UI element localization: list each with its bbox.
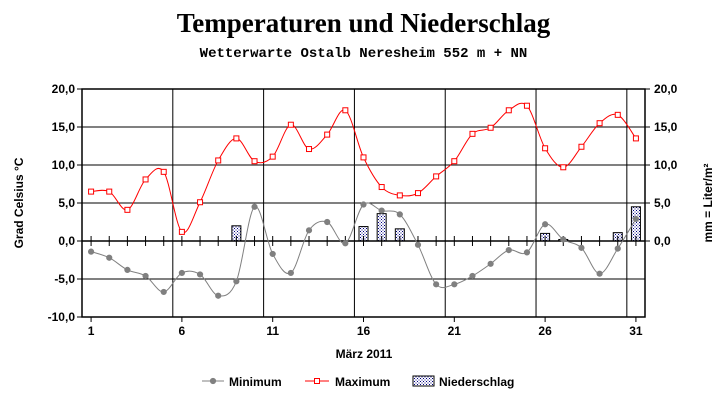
minimum-point (324, 218, 331, 226)
minimum-point (396, 211, 403, 218)
minimum-point (614, 245, 621, 252)
minimum-point (178, 269, 185, 277)
minimum-point (142, 272, 149, 280)
minimum-point (160, 288, 167, 296)
maximum-point (88, 188, 95, 195)
maximum-point (414, 190, 421, 197)
x-tick-label: 26 (538, 324, 552, 338)
y-tick-label: 15,0 (52, 120, 76, 134)
maximum-point (342, 107, 349, 114)
minimum-point (542, 221, 549, 228)
y-tick-label: 20,0 (52, 82, 76, 96)
maximum-point (124, 206, 131, 213)
minimum-point (469, 272, 476, 280)
x-tick-label: 21 (448, 324, 462, 338)
y2-tick-label: 10,0 (654, 158, 678, 172)
minimum-point (305, 227, 313, 234)
maximum-point (596, 120, 603, 127)
maximum-point (614, 111, 621, 118)
maximum-point (142, 176, 149, 183)
y2-tick-label: 0,0 (654, 234, 671, 248)
x-tick-label: 1 (88, 324, 95, 338)
y2-axis-label: mm = Liter/m² (701, 163, 715, 242)
maximum-point (178, 228, 185, 235)
minimum-point (632, 215, 640, 223)
y-tick-label: 0,0 (58, 234, 75, 248)
minimum-point (124, 266, 131, 273)
minimum-point (287, 269, 294, 277)
y2-tick-label: 5,0 (654, 196, 671, 210)
legend-minimum-marker (209, 377, 217, 385)
x-tick-label: 31 (629, 324, 643, 338)
minimum-point (451, 281, 458, 288)
y-axis-label: Grad Celsius °C (12, 157, 26, 248)
x-tick-label: 16 (357, 324, 371, 338)
minimum-point (342, 240, 349, 247)
maximum-point (360, 154, 367, 161)
maximum-point (233, 135, 240, 142)
maximum-point (378, 184, 385, 191)
minimum-point (251, 203, 258, 210)
maximum-point (451, 158, 458, 165)
x-tick-label: 11 (266, 324, 279, 338)
minimum-point (523, 249, 531, 256)
maximum-point (287, 121, 294, 128)
maximum-point (160, 168, 167, 175)
maximum-point (632, 135, 639, 142)
minimum-point (433, 281, 440, 288)
y2-tick-label: 20,0 (654, 82, 678, 96)
legend-maximum-label: Maximum (335, 375, 390, 389)
chart-title: Temperaturen und Niederschlag (176, 8, 551, 38)
minimum-point (215, 292, 222, 299)
maximum-point (542, 145, 549, 152)
minimum-point (560, 236, 567, 243)
minimum-point (596, 270, 603, 277)
minimum-point (378, 207, 385, 214)
maximum-point (324, 131, 331, 138)
legend-niederschlag-swatch (412, 375, 435, 387)
plot-frame (81, 88, 646, 318)
y2-tick-label: 15,0 (654, 120, 678, 134)
maximum-point (215, 157, 222, 164)
x-tick-label: 6 (179, 324, 186, 338)
maximum-point (306, 146, 313, 153)
legend-maximum-marker (314, 378, 320, 384)
minimum-point (360, 201, 367, 208)
maximum-point (578, 143, 585, 150)
maximum-point (505, 107, 512, 114)
minimum-point (87, 248, 95, 255)
maximum-point (251, 158, 258, 165)
minimum-point (578, 244, 585, 251)
minimum-point (106, 254, 113, 261)
maximum-point (433, 173, 440, 180)
y-tick-label: 10,0 (52, 158, 76, 172)
maximum-point (469, 130, 476, 137)
minimum-point (414, 241, 422, 248)
chart-subtitle: Wetterwarte Ostalb Neresheim 552 m + NN (199, 46, 528, 62)
y-tick-label: -5,0 (54, 272, 75, 286)
y-tick-label: 5,0 (58, 196, 75, 210)
minimum-point (269, 250, 276, 258)
legend-minimum-label: Minimum (229, 375, 282, 389)
maximum-point (106, 188, 113, 195)
maximum-point (197, 199, 204, 206)
y-tick-label: -10,0 (48, 310, 76, 324)
minimum-point (505, 247, 512, 254)
maximum-point (396, 192, 403, 199)
minimum-point (196, 271, 204, 278)
maximum-point (523, 102, 530, 109)
maximum-point (560, 164, 567, 171)
minimum-point (233, 278, 240, 285)
maximum-point (269, 153, 276, 160)
legend-niederschlag-label: Niederschlag (439, 375, 514, 389)
x-axis-label: März 2011 (336, 347, 393, 361)
minimum-point (487, 260, 494, 267)
maximum-point (487, 124, 494, 131)
